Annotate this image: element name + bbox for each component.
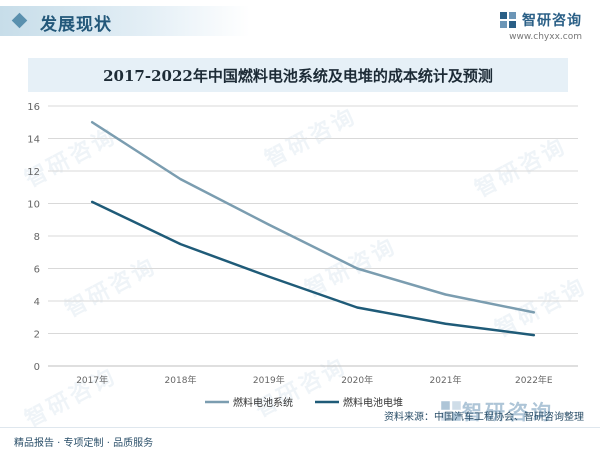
data-point — [179, 243, 182, 246]
bottom-brand-logo-icon — [441, 400, 461, 421]
axis-layer: 0 2 4 6 8 10 12 14 16 2017年 2018年 2019年 2020年 2021年 20… — [27, 102, 578, 386]
data-point — [356, 306, 359, 309]
y-tick-label: 0 — [34, 362, 40, 373]
data-point — [532, 334, 535, 337]
brand-logo-icon — [500, 12, 516, 28]
data-point — [444, 293, 447, 296]
brand: 智研咨询 — [499, 10, 582, 30]
brand-url: www.chyxx.com — [509, 32, 582, 42]
x-tick-label: 2021年 — [430, 374, 462, 386]
chart-title: 2017-2022年中国燃料电池系统及电堆的成本统计及预测 — [103, 67, 493, 85]
data-point — [91, 121, 94, 124]
data-point — [91, 200, 94, 203]
legend-label: 燃料电池系统 — [233, 396, 293, 409]
chart-title-band: 2017-2022年中国燃料电池系统及电堆的成本统计及预测 — [28, 58, 568, 92]
y-tick-label: 10 — [27, 200, 40, 211]
data-point — [444, 322, 447, 325]
section-title: 发展现状 — [0, 6, 250, 36]
series-line-2 — [90, 200, 536, 337]
x-tick-label: 2022年E — [515, 374, 553, 386]
y-tick-label: 2 — [34, 330, 40, 341]
y-tick-label: 12 — [27, 167, 40, 178]
source-note: 资料来源：中国汽车工程协会、智研咨询整理 — [384, 412, 584, 423]
header: 发展现状 智研咨询 www.chyxx.com — [0, 0, 600, 50]
grid-layer — [48, 105, 578, 334]
series-layer — [90, 121, 536, 337]
data-point — [267, 223, 270, 226]
data-point — [532, 311, 535, 314]
y-tick-label: 6 — [34, 265, 40, 276]
footer-slogan: 精品报告 · 专项定制 · 品质服务 — [14, 438, 154, 449]
section-title-bar — [0, 6, 250, 36]
series-line-1 — [90, 121, 536, 314]
bottom-brand-name: 智研咨询 — [462, 400, 554, 424]
brand-name: 智研咨询 — [522, 13, 582, 29]
legend-label: 燃料电池电堆 — [343, 396, 403, 409]
legend-layer: 燃料电池系统 燃料电池电堆 — [205, 396, 403, 409]
y-tick-label: 4 — [34, 297, 40, 308]
section-title-text: 发展现状 — [40, 15, 112, 35]
x-tick-label: 2018年 — [165, 374, 197, 386]
data-point — [356, 267, 359, 270]
data-point — [267, 275, 270, 278]
y-tick-label: 14 — [27, 135, 40, 146]
y-tick-label: 16 — [27, 102, 40, 113]
x-tick-label: 2017年 — [76, 374, 108, 386]
x-tick-label: 2019年 — [253, 374, 285, 386]
footer: 精品报告 · 专项定制 · 品质服务 资料来源：中国汽车工程协会、智研咨询整理 — [0, 412, 600, 454]
bottom-brand: 智研咨询 — [440, 396, 554, 425]
x-tick-label: 2020年 — [341, 374, 373, 386]
y-tick-label: 8 — [34, 232, 40, 243]
data-point — [179, 178, 182, 181]
